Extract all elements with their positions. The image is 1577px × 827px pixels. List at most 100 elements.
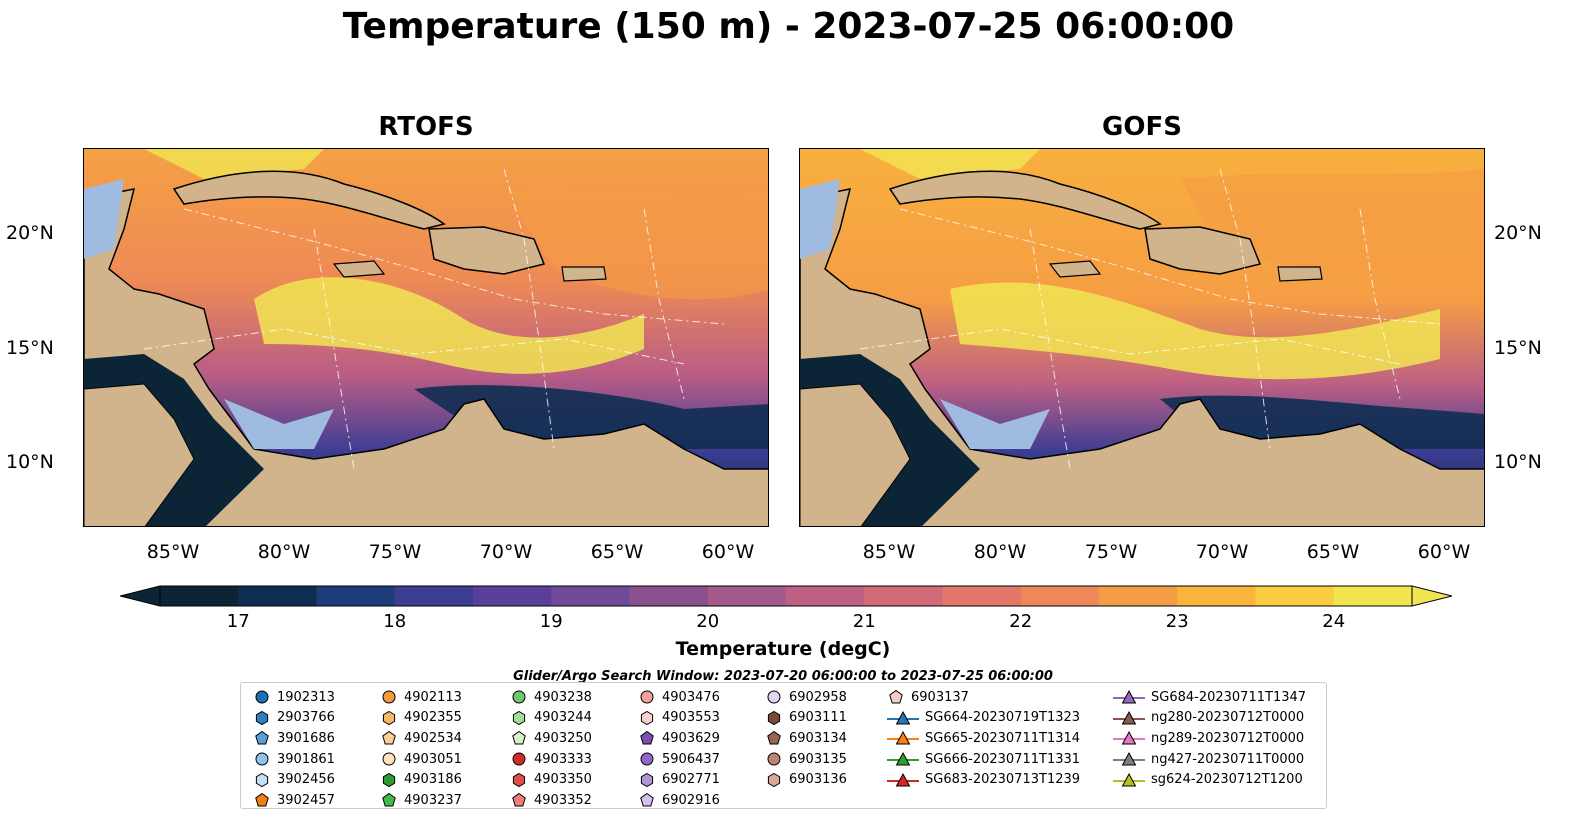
legend-item: 6902916 xyxy=(638,790,720,811)
land-mainland xyxy=(800,188,1484,526)
lon-label-85w: 85°W xyxy=(862,541,916,563)
map-panel-gofs xyxy=(799,148,1485,527)
legend-item: 4903051 xyxy=(380,749,462,770)
legend-item: 6903137 xyxy=(887,687,1080,708)
hexagon-marker-icon xyxy=(382,710,396,725)
circle-marker-icon xyxy=(512,752,526,766)
search-window-text: Glider/Argo Search Window: 2023-07-20 06… xyxy=(513,669,1053,684)
colorbar-tick-label: 24 xyxy=(1322,611,1346,632)
legend-item: 6903136 xyxy=(765,769,847,790)
pentagon-marker-icon xyxy=(640,793,654,807)
figure-title: Temperature (150 m) - 2023-07-25 06:00:0… xyxy=(342,6,1235,47)
colorbar-tick-label: 23 xyxy=(1165,611,1189,632)
circle-marker-icon xyxy=(255,752,269,766)
lon-label-75w: 75°W xyxy=(1084,541,1138,563)
legend-item: 4903350 xyxy=(510,769,592,790)
legend-item-label: 4903629 xyxy=(662,730,720,746)
pentagon-marker-icon xyxy=(512,731,526,745)
legend-item-label: 6903136 xyxy=(789,772,847,788)
lat-label-20n: 20°N xyxy=(1494,222,1542,244)
legend-item: 3901861 xyxy=(253,749,335,770)
legend-item-label: ng289-20230712T0000 xyxy=(1151,730,1305,746)
legend-item: 3901686 xyxy=(253,728,335,749)
legend-item-label: 4903352 xyxy=(534,792,592,808)
legend-item-label: SG665-20230711T1314 xyxy=(925,730,1081,746)
triangle-line-marker-icon xyxy=(1113,752,1145,766)
circle-marker-icon xyxy=(382,752,396,766)
triangle-line-marker-icon xyxy=(887,772,919,787)
colorbar-segment xyxy=(160,586,239,606)
colorbar-segments xyxy=(160,586,1413,606)
colorbar-segment xyxy=(707,586,787,606)
legend-item-label: ng427-20230711T0000 xyxy=(1151,751,1305,767)
legend-item-label: SG684-20230711T1347 xyxy=(1151,689,1307,705)
triangle-line-marker-icon xyxy=(1113,731,1145,745)
colorbar-segment xyxy=(1255,586,1335,606)
land-jamaica xyxy=(1048,260,1102,278)
land-central-america xyxy=(84,383,195,526)
legend-item-label: 3902457 xyxy=(277,792,335,808)
colorbar-tick-label: 19 xyxy=(539,611,563,632)
lon-label-65w: 65°W xyxy=(590,541,644,563)
legend-item-label: 6902916 xyxy=(662,792,720,808)
legend-item-label: 4902355 xyxy=(404,710,462,726)
colorbar-tick-label: 22 xyxy=(1009,611,1033,632)
legend-item-label: 4903333 xyxy=(534,751,592,767)
legend-item: 4902113 xyxy=(380,687,462,708)
panel-title-gofs: GOFS xyxy=(1102,112,1182,142)
map-panel-rtofs xyxy=(83,148,769,527)
colorbar-segment xyxy=(316,586,396,606)
circle-marker-icon xyxy=(767,752,781,766)
triangle-line-marker-icon xyxy=(887,710,919,725)
legend-item: 4903333 xyxy=(510,749,592,770)
colorbar-segment xyxy=(551,586,630,606)
pentagon-marker-icon xyxy=(382,731,396,745)
legend-item: 4903244 xyxy=(510,708,592,729)
legend-column: 4903476 4903553 4903629 5906437 6902771 69029… xyxy=(638,687,720,811)
legend-item: SG665-20230711T1314 xyxy=(887,728,1080,749)
lon-label-70w: 70°W xyxy=(479,541,533,563)
circle-marker-icon xyxy=(640,752,654,766)
pentagon-marker-icon xyxy=(512,793,526,807)
land-puerto-rico xyxy=(561,266,607,282)
colorbar xyxy=(120,585,1452,607)
legend-item-label: 6902771 xyxy=(662,772,720,788)
legend-item: 6902771 xyxy=(638,769,720,790)
legend-item: 6902958 xyxy=(765,687,847,708)
legend-item: ng280-20230712T0000 xyxy=(1113,708,1306,729)
legend-item: 4903629 xyxy=(638,728,720,749)
hexagon-marker-icon xyxy=(640,710,654,725)
legend-item-label: 4903244 xyxy=(534,710,592,726)
legend-item-label: 4903350 xyxy=(534,772,592,788)
shelf-nicaragua xyxy=(224,399,334,449)
map-gofs-svg xyxy=(800,149,1484,526)
legend-item: 4902534 xyxy=(380,728,462,749)
legend-item-label: 4903250 xyxy=(534,730,592,746)
shelf-nicaragua xyxy=(940,399,1050,449)
legend-item-label: 4903186 xyxy=(404,772,462,788)
land-hispaniola xyxy=(1144,226,1262,275)
legend-item: SG666-20230711T1331 xyxy=(887,749,1080,770)
legend-item: 1902313 xyxy=(253,687,335,708)
pentagon-marker-icon xyxy=(640,731,654,745)
colorbar-segment xyxy=(1020,586,1100,606)
legend-item-label: 3901861 xyxy=(277,751,335,767)
lon-label-60w: 60°W xyxy=(1417,541,1471,563)
lon-label-70w: 70°W xyxy=(1195,541,1249,563)
lat-label-10n: 10°N xyxy=(1494,451,1542,473)
pentagon-marker-icon xyxy=(255,731,269,745)
circle-marker-icon xyxy=(512,690,526,704)
legend-item: 4902355 xyxy=(380,708,462,729)
pentagon-marker-icon xyxy=(889,690,903,704)
colorbar-outline xyxy=(159,585,1413,607)
legend-item: 4903237 xyxy=(380,790,462,811)
legend-item: 6903135 xyxy=(765,749,847,770)
circle-marker-icon xyxy=(382,690,396,704)
legend-item-label: 4903238 xyxy=(534,689,592,705)
circle-marker-icon xyxy=(767,690,781,704)
legend-item: SG664-20230719T1323 xyxy=(887,708,1080,729)
lat-label-15n: 15°N xyxy=(1494,337,1542,359)
colorbar-segment xyxy=(864,586,943,606)
circle-marker-icon xyxy=(255,690,269,704)
triangle-line-marker-icon xyxy=(887,752,919,766)
